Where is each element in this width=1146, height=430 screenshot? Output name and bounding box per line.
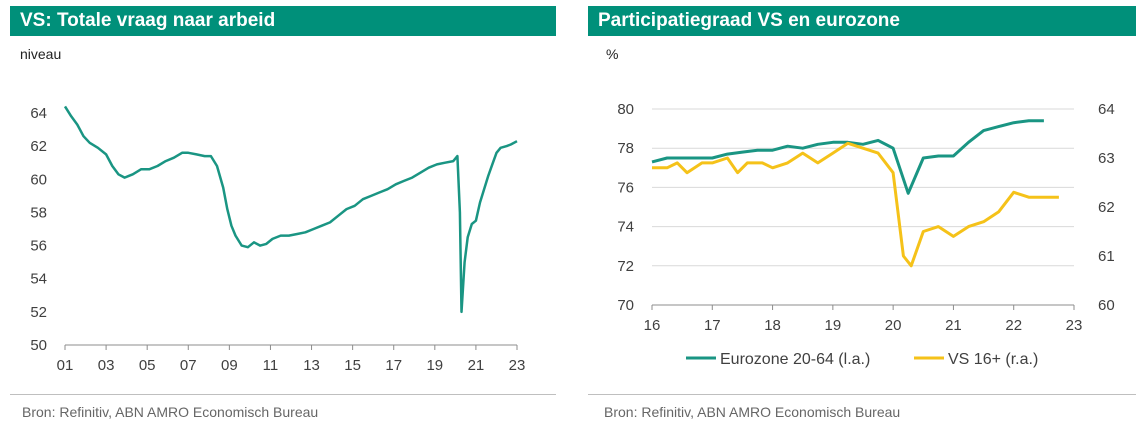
y-left-tick-label: 72 (617, 258, 634, 275)
legend-label: VS 16+ (r.a.) (948, 351, 1038, 368)
right-line-chart: 70 72 74 76 78 80 60 61 62 63 64 16 17 18 19 20 21 22 23 Eu… (617, 101, 1115, 368)
right-footer-divider (588, 394, 1136, 395)
y-right-tick-label: 60 (1098, 297, 1115, 314)
y-tick-label: 56 (30, 238, 47, 255)
x-tick-label: 18 (764, 317, 781, 334)
y-right-tick-label: 64 (1098, 101, 1115, 118)
x-tick-label: 03 (98, 357, 115, 374)
us-participation-line (652, 141, 1059, 268)
left-chart-panel: VS: Totale vraag naar arbeid niveau 50 52… (0, 0, 560, 430)
y-left-tick-label: 74 (617, 219, 634, 236)
y-tick-label: 50 (30, 337, 47, 354)
x-tick-label: 16 (644, 317, 661, 334)
legend-label: Eurozone 20-64 (l.a.) (720, 351, 870, 368)
y-left-tick-label: 76 (617, 179, 634, 196)
x-tick-label: 19 (426, 357, 443, 374)
left-line-chart: 50 52 54 56 58 60 62 64 01 03 05 07 09 11 13 15 17 19 21 23 (30, 105, 526, 374)
x-tick-label: 21 (468, 357, 485, 374)
right-chart-unit-label: % (606, 46, 619, 62)
y-tick-label: 62 (30, 138, 47, 155)
left-chart-title: VS: Totale vraag naar arbeid (10, 6, 556, 36)
x-tick-label: 13 (303, 357, 320, 374)
eurozone-participation-line (651, 119, 1044, 195)
x-tick-label: 05 (139, 357, 156, 374)
x-tick-label: 01 (57, 357, 74, 374)
y-left-tick-label: 78 (617, 140, 634, 157)
x-tick-label: 22 (1005, 317, 1022, 334)
y-left-tick-label: 70 (617, 297, 634, 314)
y-right-tick-label: 61 (1098, 248, 1115, 265)
y-right-tick-label: 62 (1098, 199, 1115, 216)
x-tick-label: 21 (945, 317, 962, 334)
labor-demand-line (63, 105, 518, 314)
y-right-tick-label: 63 (1098, 150, 1115, 167)
x-tick-label: 09 (221, 357, 238, 374)
x-tick-label: 23 (1066, 317, 1083, 334)
right-chart-panel: Participatiegraad VS en eurozone % 70 72 7… (588, 0, 1146, 430)
y-tick-label: 58 (30, 204, 47, 221)
y-tick-label: 52 (30, 304, 47, 321)
right-source-note: Bron: Refinitiv, ABN AMRO Economisch Bur… (604, 404, 901, 420)
y-left-tick-label: 80 (617, 101, 634, 118)
left-chart-unit-label: niveau (20, 46, 62, 62)
y-tick-label: 64 (30, 105, 47, 122)
y-tick-label: 54 (30, 271, 47, 288)
left-footer-divider (10, 394, 556, 395)
x-tick-label: 19 (825, 317, 842, 334)
x-tick-label: 11 (263, 357, 279, 374)
left-source-note: Bron: Refinitiv, ABN AMRO Economisch Bur… (22, 404, 319, 420)
y-tick-label: 60 (30, 171, 47, 188)
x-tick-label: 17 (385, 357, 402, 374)
x-tick-label: 23 (509, 357, 526, 374)
x-tick-label: 17 (704, 317, 721, 334)
x-tick-label: 20 (885, 317, 902, 334)
x-tick-label: 15 (344, 357, 361, 374)
x-tick-label: 07 (180, 357, 197, 374)
right-chart-title: Participatiegraad VS en eurozone (588, 6, 1136, 36)
